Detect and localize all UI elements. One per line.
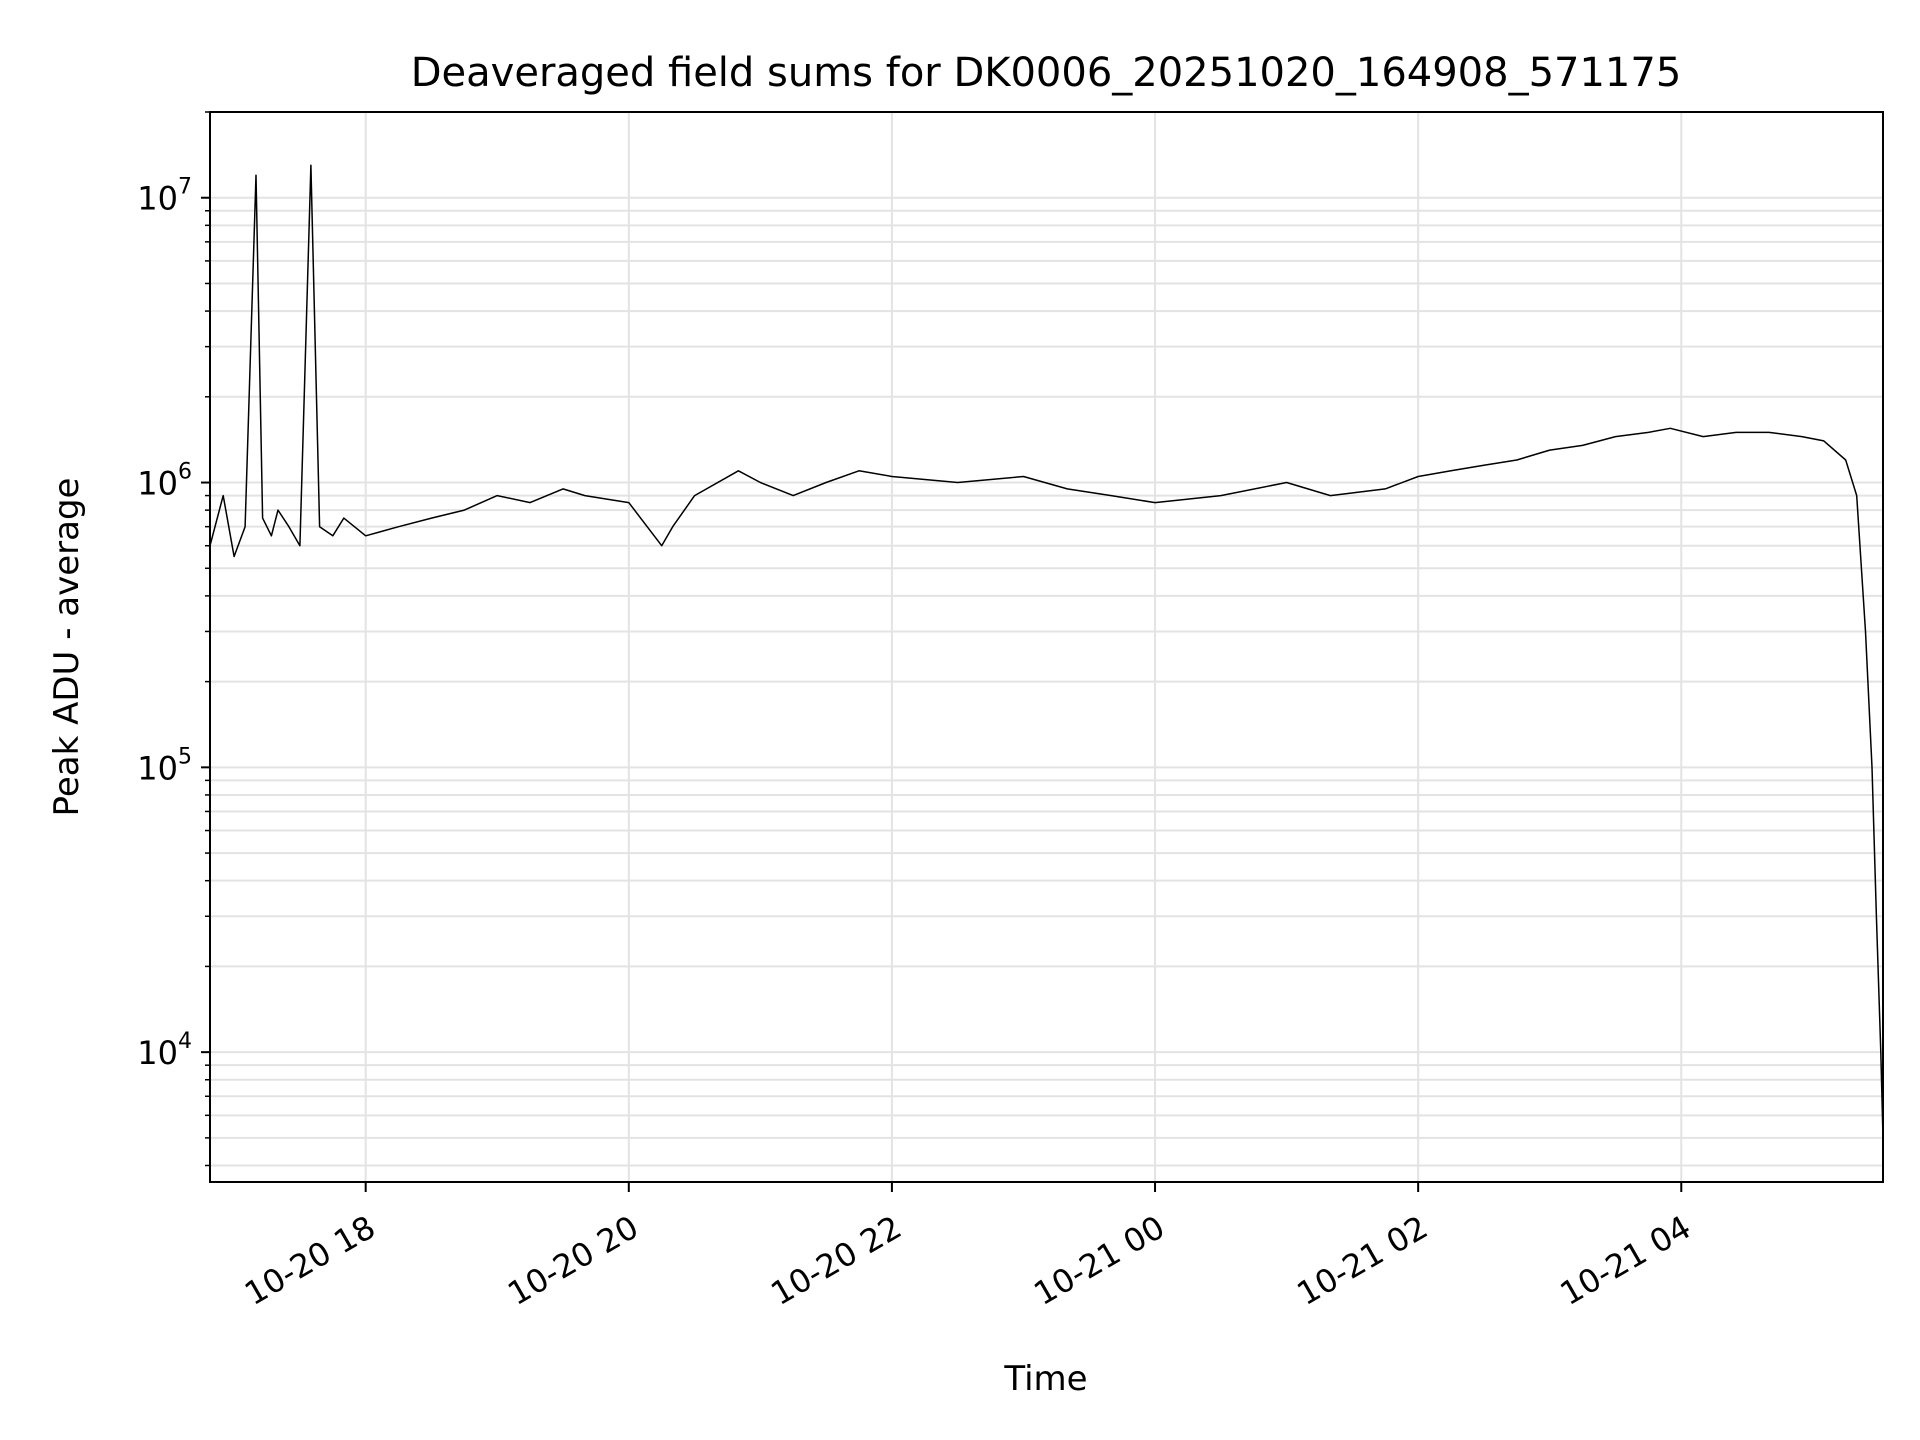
y-axis-label: Peak ADU - average bbox=[47, 478, 87, 817]
x-axis-label: Time bbox=[1003, 1359, 1087, 1399]
y-tick-label: 107 bbox=[137, 175, 192, 218]
y-tick-label: 106 bbox=[137, 460, 192, 503]
y-axis-ticks: 104 105 106 107 bbox=[137, 111, 210, 1167]
y-tick-label: 104 bbox=[137, 1029, 192, 1072]
y-tick-label: 105 bbox=[137, 744, 192, 787]
chart-title: Deaveraged field sums for DK0006_2025102… bbox=[411, 50, 1682, 96]
series-line bbox=[209, 164, 1884, 1138]
plot-area-frame bbox=[209, 111, 1884, 1183]
data-series bbox=[209, 164, 1884, 1138]
